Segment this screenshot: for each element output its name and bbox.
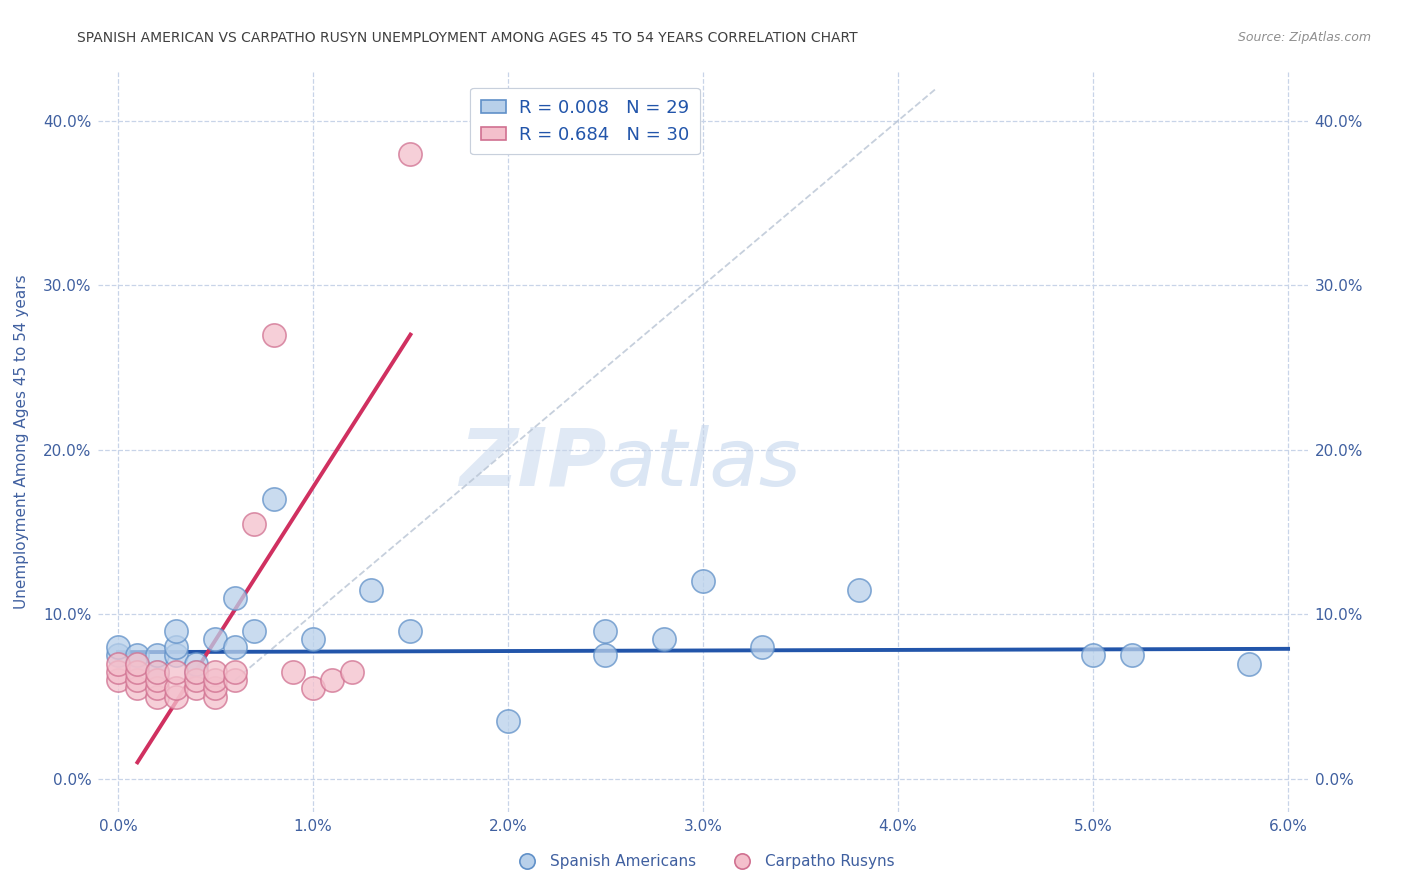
Point — [127, 665, 149, 679]
Point — [127, 657, 149, 671]
Point — [243, 516, 266, 531]
Point — [127, 681, 149, 696]
Point — [1121, 648, 1143, 663]
Point — [165, 681, 187, 696]
Point — [184, 681, 207, 696]
Point — [204, 632, 226, 646]
Legend: R = 0.008   N = 29, R = 0.684   N = 30: R = 0.008 N = 29, R = 0.684 N = 30 — [470, 87, 700, 154]
Point — [692, 574, 714, 589]
Text: ZIP: ZIP — [458, 425, 606, 503]
Point — [184, 665, 207, 679]
Point — [399, 624, 422, 638]
Point — [146, 665, 169, 679]
Point — [127, 657, 149, 671]
Point — [107, 665, 129, 679]
Point — [127, 673, 149, 687]
Point — [399, 146, 422, 161]
Point — [263, 327, 285, 342]
Point — [224, 591, 246, 605]
Point — [595, 624, 617, 638]
Point — [848, 582, 870, 597]
Point — [496, 714, 519, 729]
Point — [107, 657, 129, 671]
Point — [204, 673, 226, 687]
Point — [224, 640, 246, 655]
Point — [652, 632, 675, 646]
Text: SPANISH AMERICAN VS CARPATHO RUSYN UNEMPLOYMENT AMONG AGES 45 TO 54 YEARS CORREL: SPANISH AMERICAN VS CARPATHO RUSYN UNEMP… — [77, 31, 858, 45]
Point — [204, 665, 226, 679]
Point — [283, 665, 305, 679]
Point — [107, 640, 129, 655]
Point — [243, 624, 266, 638]
Legend: Spanish Americans, Carpatho Rusyns: Spanish Americans, Carpatho Rusyns — [506, 848, 900, 875]
Point — [146, 690, 169, 704]
Point — [146, 665, 169, 679]
Point — [165, 665, 187, 679]
Point — [224, 665, 246, 679]
Point — [165, 624, 187, 638]
Text: Source: ZipAtlas.com: Source: ZipAtlas.com — [1237, 31, 1371, 45]
Y-axis label: Unemployment Among Ages 45 to 54 years: Unemployment Among Ages 45 to 54 years — [14, 274, 30, 609]
Point — [263, 492, 285, 507]
Point — [204, 690, 226, 704]
Point — [107, 648, 129, 663]
Point — [1237, 657, 1260, 671]
Point — [302, 632, 325, 646]
Point — [146, 648, 169, 663]
Point — [107, 673, 129, 687]
Point — [321, 673, 343, 687]
Point — [184, 665, 207, 679]
Point — [165, 648, 187, 663]
Point — [360, 582, 382, 597]
Point — [751, 640, 773, 655]
Point — [595, 648, 617, 663]
Point — [204, 681, 226, 696]
Point — [184, 673, 207, 687]
Point — [165, 690, 187, 704]
Point — [184, 657, 207, 671]
Point — [1081, 648, 1104, 663]
Point — [127, 648, 149, 663]
Point — [340, 665, 363, 679]
Point — [165, 640, 187, 655]
Point — [146, 681, 169, 696]
Point — [224, 673, 246, 687]
Point — [146, 673, 169, 687]
Point — [302, 681, 325, 696]
Text: atlas: atlas — [606, 425, 801, 503]
